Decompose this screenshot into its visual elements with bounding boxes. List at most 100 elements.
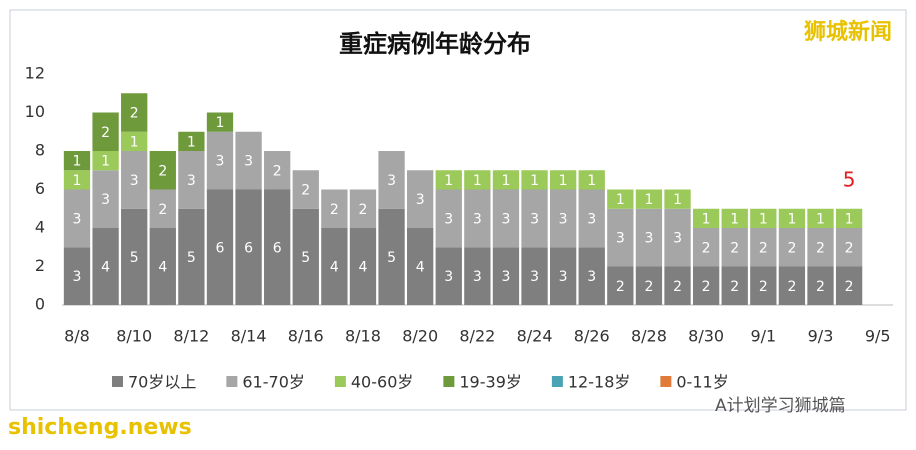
chart-title: 重症病例年龄分布	[339, 30, 531, 58]
data-label: 3	[216, 154, 225, 170]
bar-segment	[321, 228, 348, 305]
data-label: 3	[244, 154, 253, 170]
data-label: 2	[673, 279, 682, 295]
bar-segment	[778, 208, 806, 228]
bar-segment	[264, 151, 291, 190]
data-label: 2	[816, 240, 825, 256]
bar-segment	[807, 208, 834, 228]
data-label: 5	[301, 250, 310, 266]
bar-segment	[63, 151, 91, 171]
x-tick-label: 9/5	[865, 327, 891, 346]
data-label: 3	[101, 192, 110, 208]
data-label: 5	[387, 250, 396, 266]
data-label: 2	[845, 240, 854, 256]
data-label: 2	[301, 183, 310, 199]
bar-segment	[435, 247, 462, 305]
data-label: 1	[673, 192, 682, 208]
bar-segment	[121, 93, 148, 132]
data-label: 1	[530, 173, 539, 189]
data-label: 6	[216, 240, 225, 256]
data-label: 1	[101, 154, 110, 170]
bar-segment	[407, 228, 434, 305]
legend-label: 0-11岁	[676, 373, 728, 392]
data-label: 2	[845, 279, 854, 295]
data-label: 3	[501, 269, 510, 285]
bar-segment	[750, 266, 777, 305]
x-tick-label: 8/20	[402, 327, 438, 346]
bar-segment	[778, 228, 806, 267]
legend-label: 19-39岁	[459, 373, 522, 392]
data-label: 2	[644, 279, 653, 295]
bar-segment	[378, 151, 405, 209]
data-label: 1	[130, 134, 139, 150]
bar-segment	[721, 208, 748, 228]
data-label: 6	[273, 240, 282, 256]
bar-segment	[92, 112, 119, 151]
bar-segment	[121, 131, 148, 151]
data-label: 3	[501, 211, 510, 227]
data-label: 3	[530, 211, 539, 227]
data-label: 3	[587, 211, 596, 227]
data-label: 2	[702, 240, 711, 256]
data-label: 6	[244, 240, 253, 256]
data-label: 3	[673, 231, 682, 247]
legend-label: 61-70岁	[242, 373, 305, 392]
legend-swatch	[443, 376, 455, 387]
x-tick-label: 8/22	[459, 327, 495, 346]
y-tick-label: 10	[25, 102, 45, 121]
data-label: 1	[559, 173, 568, 189]
bar-segment	[549, 247, 577, 305]
bar-segment	[578, 189, 605, 248]
data-label: 3	[473, 211, 482, 227]
bar-segment	[807, 228, 834, 267]
bar-segment	[435, 170, 462, 190]
watermark: A计划学习狮城篇	[715, 396, 846, 416]
data-label: 1	[702, 211, 711, 227]
bar-segment	[607, 266, 634, 305]
data-label: 1	[787, 211, 796, 227]
watermark: shicheng.news	[8, 415, 192, 440]
bar-segment	[149, 151, 176, 190]
data-label: 1	[816, 211, 825, 227]
bar-segment	[63, 189, 91, 248]
bar-segment	[692, 208, 720, 228]
bar-segment	[92, 228, 119, 305]
data-label: 1	[473, 173, 482, 189]
bar-segment	[206, 189, 234, 305]
bar-segment	[692, 228, 720, 267]
data-label: 3	[444, 211, 453, 227]
data-label: 1	[587, 173, 596, 189]
y-tick-label: 4	[35, 218, 45, 237]
x-tick-label: 8/30	[688, 327, 724, 346]
data-label: 3	[187, 173, 196, 189]
data-label: 3	[130, 173, 139, 189]
bar-segment	[835, 228, 863, 267]
bar-segment	[664, 189, 691, 209]
data-label: 2	[816, 279, 825, 295]
bar-segment	[121, 151, 148, 209]
bar-segment	[549, 189, 577, 248]
data-label: 2	[101, 125, 110, 141]
bar-segment	[178, 208, 205, 305]
bar-segment	[578, 247, 605, 305]
bar-segment	[92, 170, 119, 228]
bar-segment	[549, 170, 577, 190]
data-label: 1	[73, 154, 82, 170]
bar-segment	[206, 131, 234, 190]
y-tick-label: 0	[35, 295, 45, 314]
data-label: 4	[101, 260, 110, 276]
legend-swatch	[226, 376, 238, 387]
data-label: 1	[845, 211, 854, 227]
data-label: 2	[730, 279, 739, 295]
legend-swatch	[112, 376, 123, 387]
x-tick-label: 8/12	[173, 327, 209, 346]
bar-segment	[349, 189, 377, 228]
data-label: 3	[73, 269, 82, 285]
bar-segment	[778, 266, 806, 305]
legend-label: 12-18岁	[568, 373, 631, 392]
legend-label: 70岁以上	[128, 373, 196, 392]
data-label: 1	[759, 211, 768, 227]
bar-segment	[750, 208, 777, 228]
data-label: 3	[644, 231, 653, 247]
